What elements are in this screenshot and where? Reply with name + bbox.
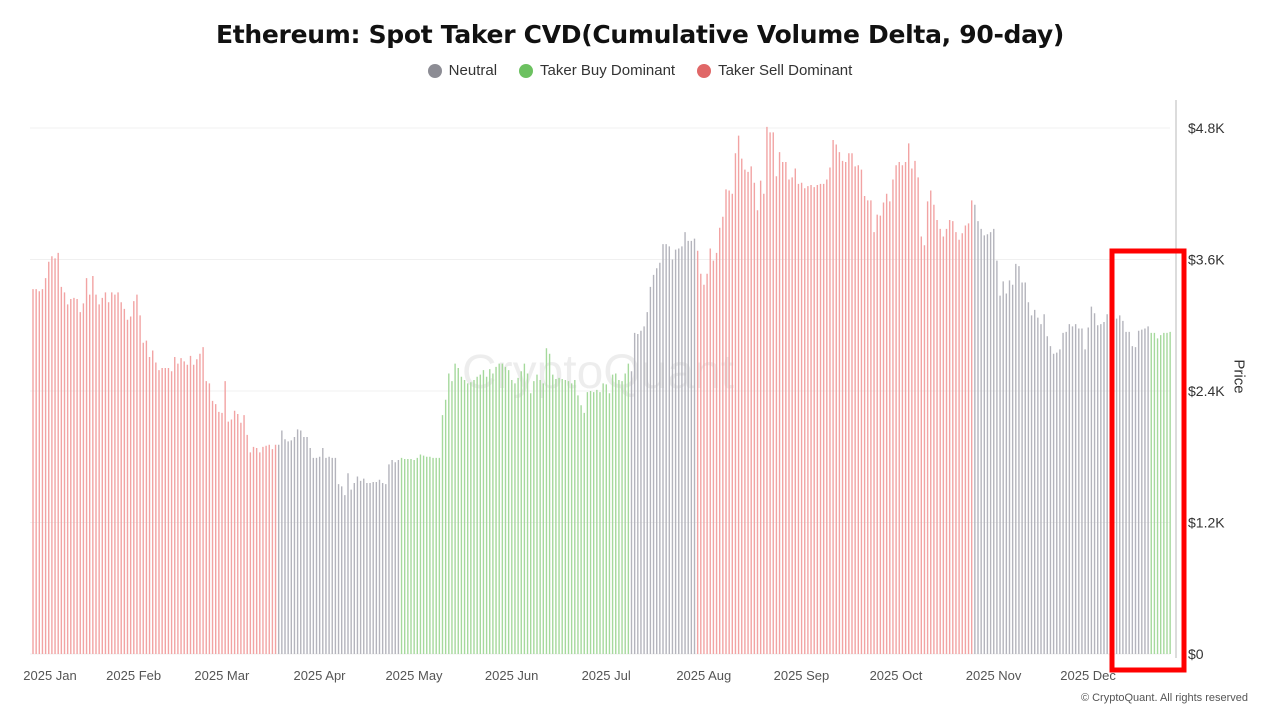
taker-sell-dot-icon (697, 63, 712, 78)
y-tick-label: $0 (1188, 646, 1204, 662)
copyright: © CryptoQuant. All rights reserved (1080, 692, 1248, 704)
chart-title: Ethereum: Spot Taker CVD(Cumulative Volu… (215, 20, 1065, 49)
y-tick-label: $2.4K (1188, 383, 1225, 399)
x-tick-label: 2025 Aug (676, 668, 731, 683)
x-tick-label: 2025 Jul (582, 668, 631, 683)
legend-item-taker-sell[interactable]: Taker Sell Dominant (697, 62, 852, 79)
highlight-box (1109, 248, 1187, 673)
x-tick-label: 2025 Oct (870, 668, 923, 683)
legend-item-neutral[interactable]: Neutral (427, 62, 498, 79)
x-tick-label: 2025 Jun (485, 668, 539, 683)
legend-label: Taker Buy Dominant (540, 62, 676, 79)
x-tick-label: 2025 Jan (23, 668, 77, 683)
x-tick-label: 2025 Mar (194, 668, 250, 683)
legend-item-taker-buy[interactable]: Taker Buy Dominant (519, 62, 675, 79)
taker-buy-dot-icon (519, 63, 534, 78)
x-tick-label: 2025 May (385, 668, 443, 683)
y-tick-label: $1.2K (1188, 515, 1225, 531)
x-tick-label: 2025 Apr (293, 668, 346, 683)
legend-label: Taker Sell Dominant (718, 62, 853, 79)
legend-label: Neutral (448, 62, 498, 79)
x-tick-label: 2025 Dec (1060, 668, 1116, 683)
neutral-dot-icon (427, 63, 442, 78)
x-tick-label: 2025 Nov (966, 668, 1022, 683)
y-tick-label: $3.6K (1188, 252, 1225, 268)
legend: Neutral Taker Buy Dominant Taker Sell Do… (0, 62, 1280, 79)
x-tick-label: 2025 Sep (774, 668, 830, 683)
y-axis-label: Price (1230, 359, 1248, 394)
y-tick-label: $4.8K (1188, 120, 1225, 136)
x-tick-label: 2025 Feb (106, 668, 161, 683)
